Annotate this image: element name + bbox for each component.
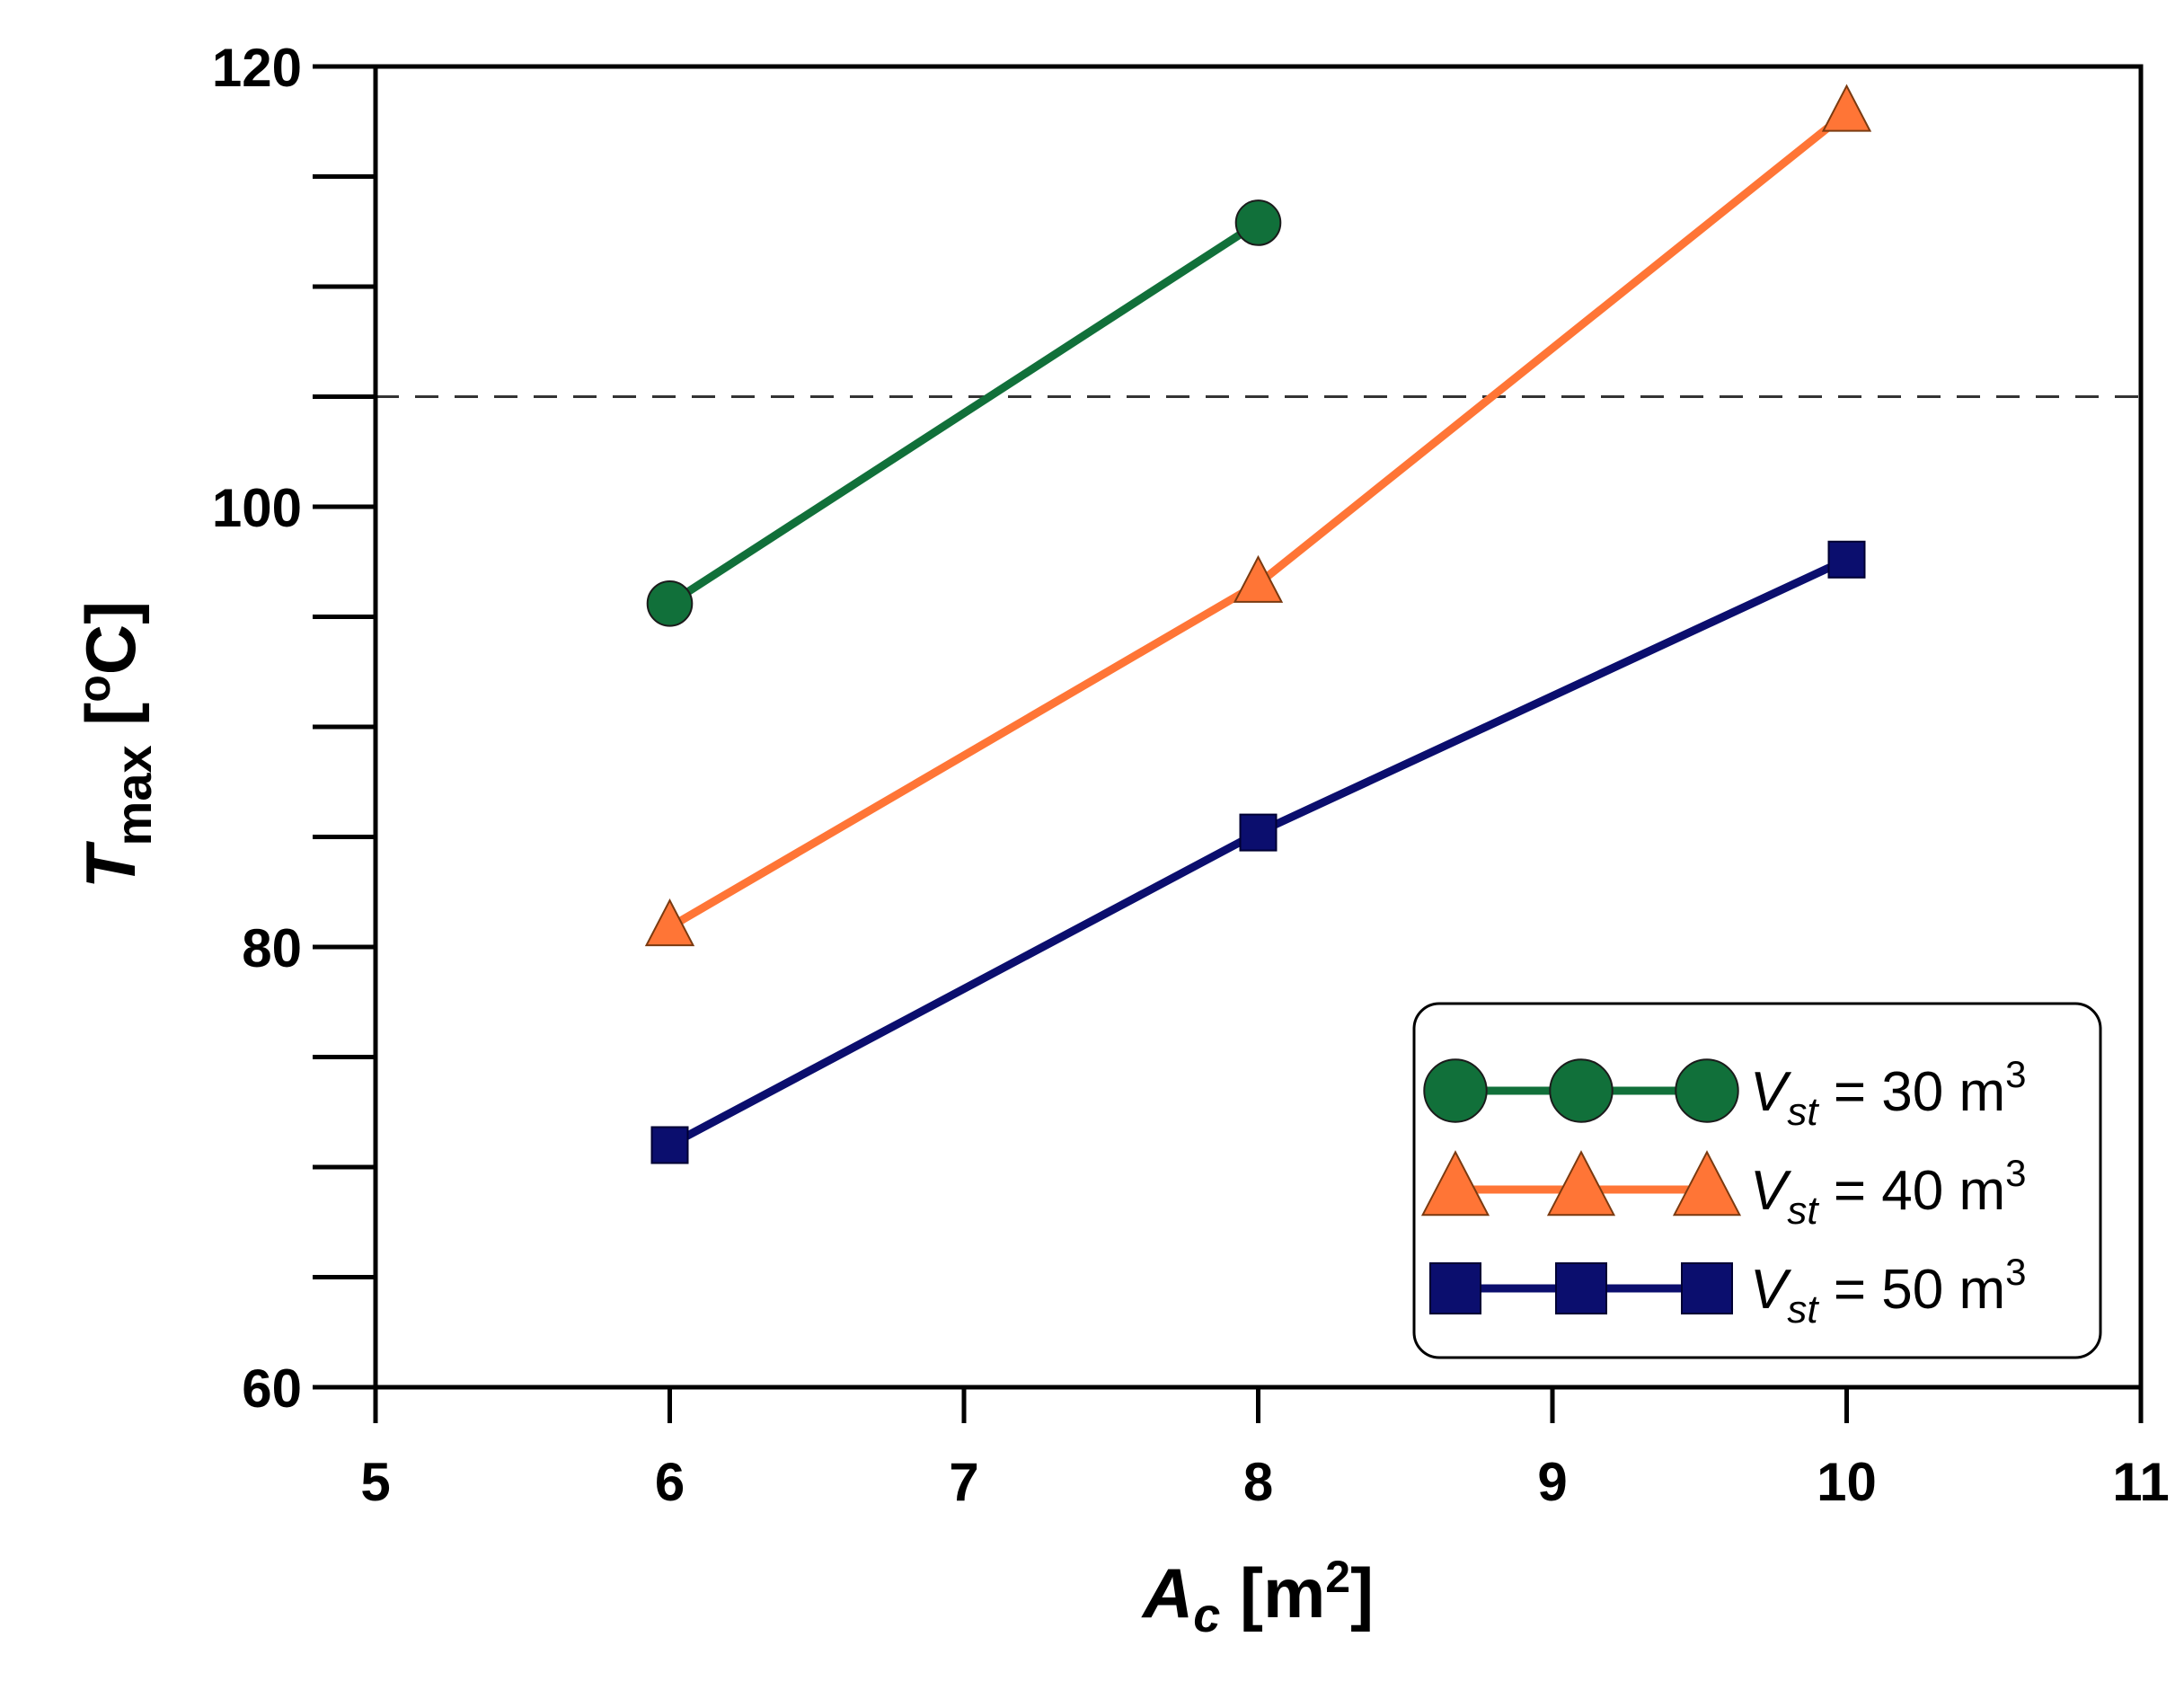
legend-item: Vst = 30 m3 xyxy=(1423,1053,2026,1134)
legend-marker xyxy=(1672,1150,1742,1217)
x-axis-title-sup: 2 xyxy=(1325,1552,1350,1602)
x-tick-label: 11 xyxy=(2112,1452,2169,1512)
series-line xyxy=(668,219,1260,607)
data-point xyxy=(1239,813,1278,852)
legend-marker xyxy=(1546,1150,1616,1217)
data-point xyxy=(1821,84,1872,132)
x-axis-title-main: A xyxy=(1141,1553,1193,1632)
legend-marker xyxy=(1681,1262,1733,1314)
y-axis-title-sup: o xyxy=(69,675,119,703)
legend-label-part: 3 xyxy=(2005,1053,2026,1095)
data-point xyxy=(650,1126,689,1164)
legend-label-part: st xyxy=(1787,1189,1819,1233)
legend-marker xyxy=(1423,1058,1488,1123)
y-tick-label: 60 xyxy=(242,1358,302,1419)
x-tick-label: 7 xyxy=(949,1452,978,1512)
data-point xyxy=(1234,199,1282,246)
y-tick-label: 100 xyxy=(212,478,302,538)
legend-label: Vst = 40 m3 xyxy=(1750,1152,2026,1233)
legend-label-part: st xyxy=(1787,1287,1819,1332)
y-tick-label: 120 xyxy=(212,38,302,98)
legend-label-part: st xyxy=(1787,1090,1819,1134)
data-point xyxy=(1233,554,1284,603)
data-point xyxy=(646,580,694,627)
legend-label-part: = 50 m xyxy=(1818,1259,2006,1321)
data-point xyxy=(644,898,695,947)
x-axis-title-close: ] xyxy=(1350,1553,1374,1632)
legend-label: Vst = 30 m3 xyxy=(1750,1053,2026,1134)
y-axis-title: Tmax [oC] xyxy=(69,601,162,889)
y-axis-title-close: C] xyxy=(71,601,150,675)
axis-layer: 5 6 7 8 9 10 11 60 80 100 120 xyxy=(212,38,2170,1512)
series-2 xyxy=(644,84,1872,947)
x-tick-label: 5 xyxy=(360,1452,390,1512)
legend-label-part: = 40 m xyxy=(1818,1160,2006,1222)
x-tick-label: 9 xyxy=(1537,1452,1567,1512)
legend-item: Vst = 40 m3 xyxy=(1420,1150,2026,1233)
x-tick-label: 10 xyxy=(1817,1452,1877,1512)
series-3 xyxy=(650,540,1866,1164)
x-axis-title: Ac [m2] xyxy=(1141,1552,1374,1642)
y-axis-title-main: T xyxy=(71,840,150,889)
x-axis-title-sub: c xyxy=(1193,1588,1220,1642)
legend-label-part: 3 xyxy=(2005,1152,2026,1194)
legend-label-part: 3 xyxy=(2005,1251,2026,1293)
legend-label-part: V xyxy=(1750,1061,1792,1123)
series-layer xyxy=(644,84,1872,1164)
legend-marker xyxy=(1429,1262,1481,1314)
legend-marker xyxy=(1555,1262,1607,1314)
legend-marker xyxy=(1675,1058,1739,1123)
y-axis-title-sub: max xyxy=(105,745,162,845)
legend-label-part: V xyxy=(1750,1160,1792,1222)
legend-label-part: V xyxy=(1750,1259,1792,1321)
legend-label-part: = 30 m xyxy=(1818,1061,2006,1123)
legend-label: Vst = 50 m3 xyxy=(1750,1251,2026,1332)
legend-marker xyxy=(1420,1150,1490,1217)
x-tick-label: 8 xyxy=(1243,1452,1273,1512)
legend-item: Vst = 50 m3 xyxy=(1429,1251,2026,1332)
x-tick-label: 6 xyxy=(655,1452,685,1512)
series-1 xyxy=(646,199,1282,627)
data-point xyxy=(1827,540,1866,579)
x-axis-title-unit: [m xyxy=(1220,1553,1325,1632)
y-axis-title-unit: [ xyxy=(71,703,150,746)
legend-marker xyxy=(1549,1058,1614,1123)
y-tick-label: 80 xyxy=(242,918,302,978)
